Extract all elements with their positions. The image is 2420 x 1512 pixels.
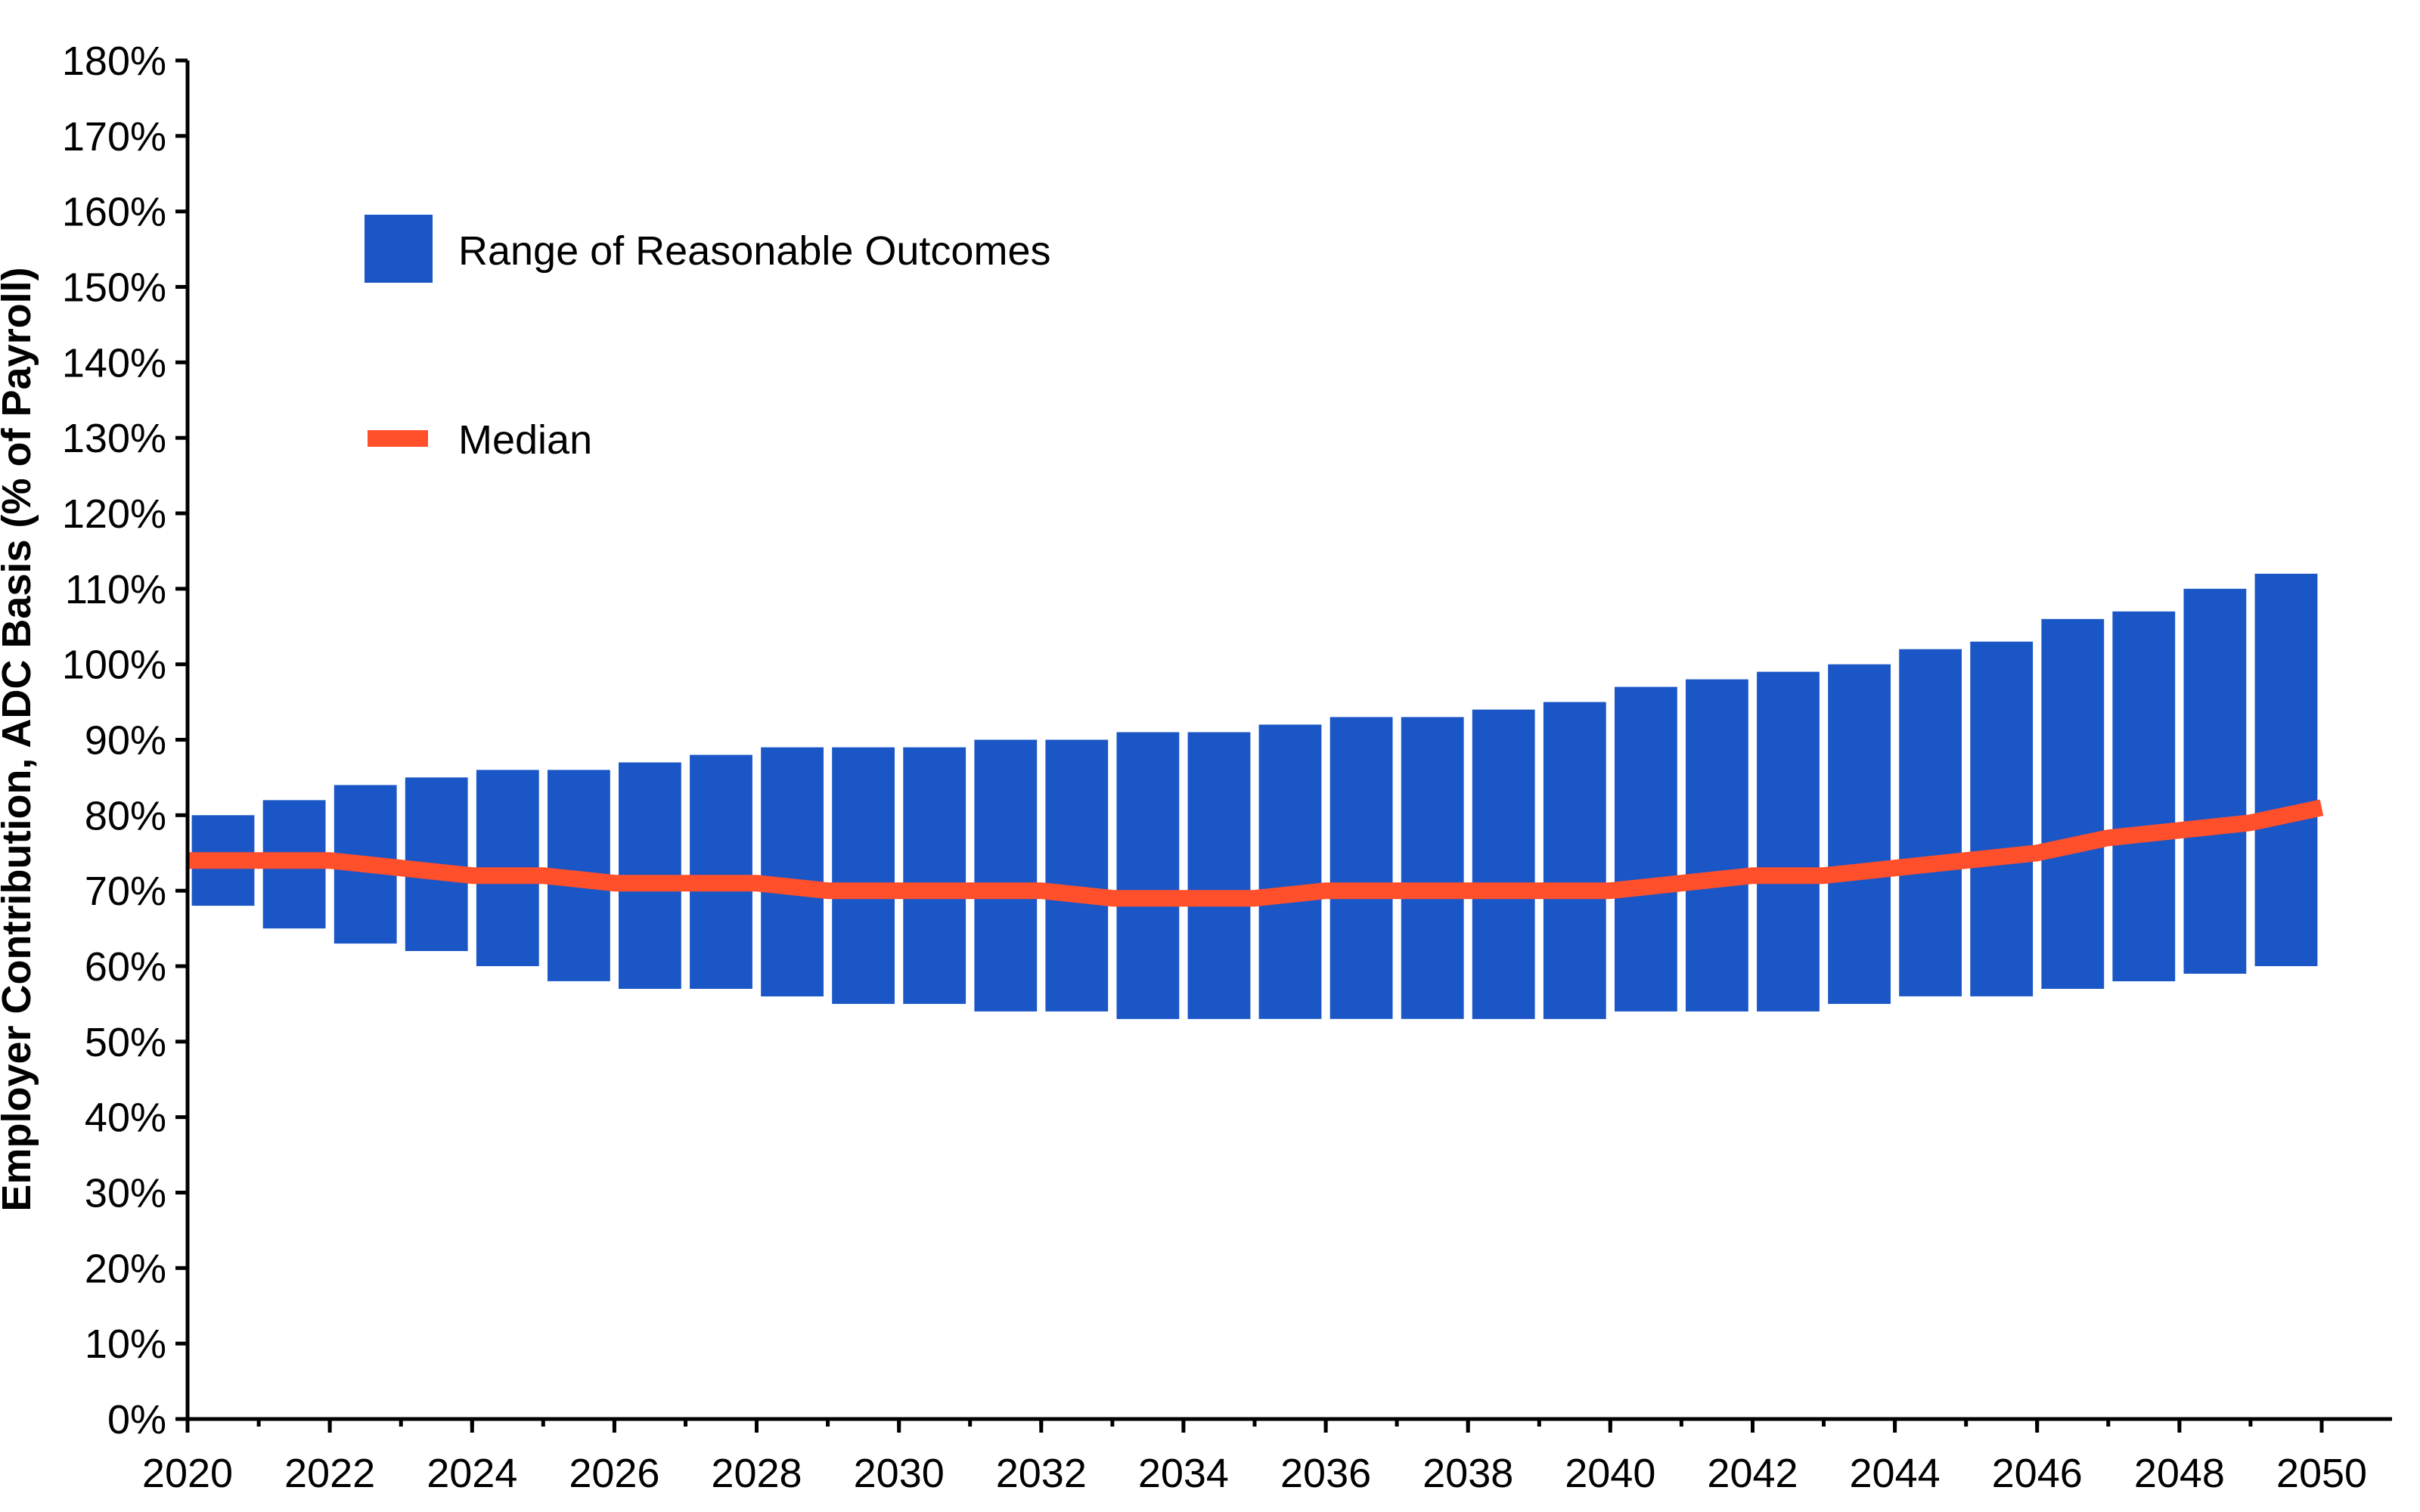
y-tick-label: 140%: [62, 340, 166, 386]
range-bar: [1686, 679, 1748, 1012]
y-tick-label: 60%: [85, 944, 166, 990]
x-tick-label: 2050: [2276, 1451, 2367, 1496]
range-bar: [1187, 732, 1251, 1019]
range-bar: [1828, 664, 1891, 1004]
y-tick-label: 180%: [62, 39, 166, 84]
range-bar: [1116, 732, 1180, 1019]
y-axis-label: Employer Contribution, ADC Basis (% of P…: [0, 267, 39, 1211]
legend-label-median: Median: [458, 417, 592, 463]
range-bar: [2041, 618, 2105, 989]
y-tick-label: 0%: [107, 1397, 166, 1442]
y-tick-label: 70%: [85, 869, 166, 914]
range-bar: [2254, 573, 2318, 966]
range-bar: [1757, 671, 1820, 1012]
y-tick-label: 130%: [62, 416, 166, 461]
range-bar: [2183, 588, 2247, 974]
x-tick-label: 2028: [711, 1451, 802, 1496]
legend-label-range: Range of Reasonable Outcomes: [458, 228, 1050, 274]
range-bar: [974, 739, 1038, 1012]
range-bar: [1615, 686, 1677, 1012]
x-tick-label: 2026: [569, 1451, 659, 1496]
x-tick-label: 2040: [1565, 1451, 1655, 1496]
range-bar: [1329, 717, 1393, 1019]
range-bar: [690, 754, 752, 989]
y-tick-label: 100%: [62, 643, 166, 688]
x-tick-label: 2020: [142, 1451, 233, 1496]
range-bars: [191, 573, 2318, 1019]
range-bar: [1401, 717, 1464, 1019]
range-bar: [1899, 649, 1962, 996]
range-bar: [1970, 641, 2034, 996]
y-tick-label: 110%: [65, 567, 166, 612]
y-tick-label: 160%: [62, 190, 166, 235]
y-ticks: 0% 10% 20% 30% 40% 50% 60% 70% 80% 90% 100% 110% 120…: [62, 39, 188, 1442]
x-ticks: 2020 2022 2024 2026 2028 2030 2032 2034 2036 2038…: [142, 1419, 2367, 1496]
range-bar: [761, 747, 824, 996]
y-tick-label: 80%: [85, 793, 166, 838]
range-bar: [832, 747, 895, 1004]
x-tick-label: 2048: [2134, 1451, 2225, 1496]
x-tick-label: 2042: [1707, 1451, 1798, 1496]
x-tick-label: 2030: [854, 1451, 945, 1496]
range-bar: [1472, 709, 1535, 1019]
y-tick-label: 20%: [85, 1246, 166, 1291]
legend: Range of Reasonable Outcomes Median: [365, 215, 1050, 463]
x-tick-label: 2038: [1423, 1451, 1513, 1496]
range-bar: [1543, 702, 1606, 1019]
range-bar: [903, 747, 966, 1004]
y-tick-label: 30%: [85, 1171, 166, 1216]
x-tick-label: 2024: [427, 1451, 517, 1496]
x-tick-label: 2046: [1992, 1451, 2083, 1496]
range-bar: [1258, 724, 1322, 1019]
range-bar: [2112, 611, 2176, 981]
legend-swatch-range: [365, 215, 433, 283]
y-tick-label: 170%: [62, 114, 166, 160]
median-line: [188, 799, 2324, 907]
x-tick-label: 2032: [996, 1451, 1087, 1496]
y-tick-label: 10%: [85, 1321, 166, 1367]
x-tick-label: 2022: [284, 1451, 375, 1496]
x-tick-label: 2044: [1850, 1451, 1941, 1496]
median-line-group: [188, 799, 2324, 907]
y-tick-label: 120%: [62, 491, 166, 537]
range-bar: [1045, 739, 1109, 1012]
x-tick-label: 2034: [1138, 1451, 1229, 1496]
x-tick-label: 2036: [1280, 1451, 1371, 1496]
y-tick-label: 90%: [85, 718, 166, 764]
y-tick-label: 40%: [85, 1095, 166, 1141]
y-tick-label: 150%: [62, 265, 166, 311]
y-tick-label: 50%: [85, 1020, 166, 1065]
